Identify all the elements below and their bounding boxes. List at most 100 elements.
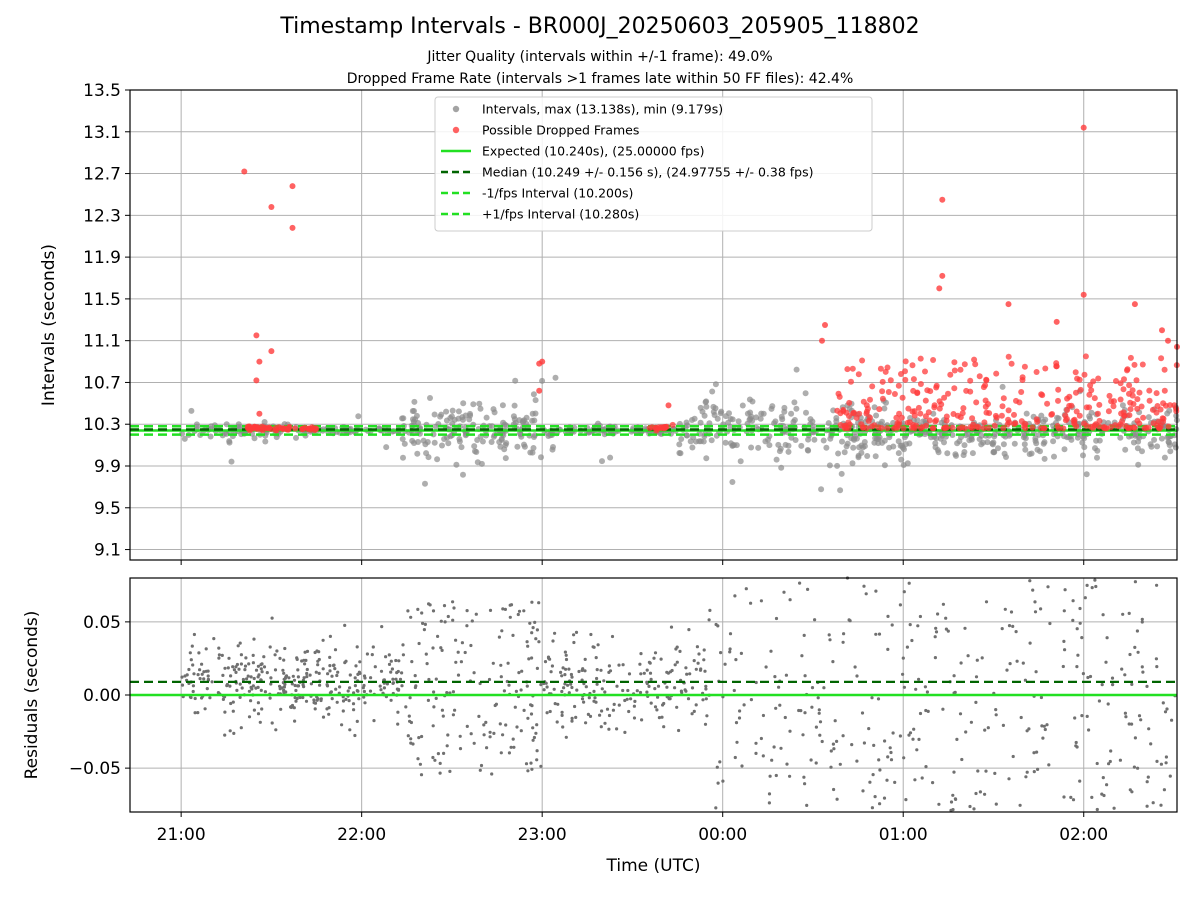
residual-point [535,628,540,632]
residual-point [269,682,273,686]
residual-point [1139,718,1143,722]
residual-point [210,680,214,684]
residual-point [305,667,309,672]
residual-point [501,733,505,737]
residual-point [814,725,819,729]
residual-point [217,646,221,650]
residual-point [530,767,534,771]
residual-point [436,752,440,756]
interval-point [1042,416,1049,423]
dropped-frame-point [1159,415,1166,422]
dropped-frame-point [891,425,898,432]
residual-point [358,660,362,664]
residual-point [702,648,706,652]
dropped-frame-point [871,422,878,429]
interval-point [858,442,865,449]
interval-point [683,419,690,426]
residual-point [889,758,894,762]
residual-point [867,727,871,731]
interval-point [753,414,760,421]
dropped-frame-point [914,390,921,397]
residual-point [740,764,744,768]
residual-point [872,743,876,748]
residual-point [529,761,533,765]
residual-point [463,650,467,655]
residual-point [917,737,921,742]
residual-point [520,669,524,673]
residual-point [231,709,235,713]
residual-point [246,674,250,678]
residual-point [1163,710,1168,714]
residual-point [952,770,956,774]
residual-point [820,739,824,744]
residual-point [517,671,521,675]
residual-point [1025,729,1029,733]
residual-point [885,778,889,782]
residual-point [524,762,529,766]
dropped-frame-point [985,401,991,407]
residual-point [702,658,706,662]
residual-point [891,731,895,735]
residual-point [397,687,401,692]
residual-point [193,711,197,715]
residual-point [818,720,823,724]
interval-point [855,452,862,459]
residual-point [1135,629,1139,633]
residual-point [627,709,631,714]
dropped-frame-point [849,365,856,372]
interval-point [778,413,785,420]
residual-point [951,793,955,797]
residual-point [251,684,255,688]
interval-point [410,416,416,423]
residual-point [761,754,765,758]
residual-point [358,671,362,676]
residual-point [298,695,302,700]
dropped-frame-point [1081,371,1088,378]
residual-point [451,600,455,604]
residual-point [816,696,820,700]
bottom-residual-points [180,576,1177,812]
residual-point [877,758,881,762]
dropped-frame-point [973,399,980,406]
dropped-frame-point [1127,354,1134,361]
residual-point [519,729,523,733]
residual-point [517,609,522,613]
residual-point [653,705,658,709]
interval-point [383,444,390,451]
residual-point [904,798,908,802]
residual-point [799,709,803,713]
dropped-frame-point [1127,406,1134,413]
interval-point [932,444,939,451]
interval-point [499,402,506,409]
residual-point [1105,783,1109,787]
interval-point [785,442,792,449]
residual-point [514,689,519,694]
interval-point [735,418,742,425]
residual-point [202,670,206,674]
residual-point [556,702,560,706]
dropped-frame-point [255,424,262,431]
interval-point [726,410,732,417]
residual-point [291,674,295,678]
residual-point [217,656,221,660]
dropped-frame-point [1117,396,1124,403]
interval-point [851,436,858,443]
dropped-frame-point [971,356,978,363]
interval-point [677,450,684,457]
residual-point [519,688,523,692]
residual-point [974,675,979,679]
residual-point [262,665,267,669]
interval-point [1041,455,1048,462]
interval-point [747,415,754,422]
residual-point [465,609,469,613]
dropped-frame-point [819,337,825,344]
top-y-tick-label: 9.5 [94,499,121,519]
residual-point [390,667,394,671]
dropped-frame-point [1111,398,1117,405]
dropped-frame-point [1011,421,1018,427]
residual-point [378,684,382,688]
residual-point [704,687,708,691]
residual-point [873,795,877,799]
bottom-y-tick-label: 0.00 [83,686,121,706]
dropped-frame-point [1105,408,1112,415]
